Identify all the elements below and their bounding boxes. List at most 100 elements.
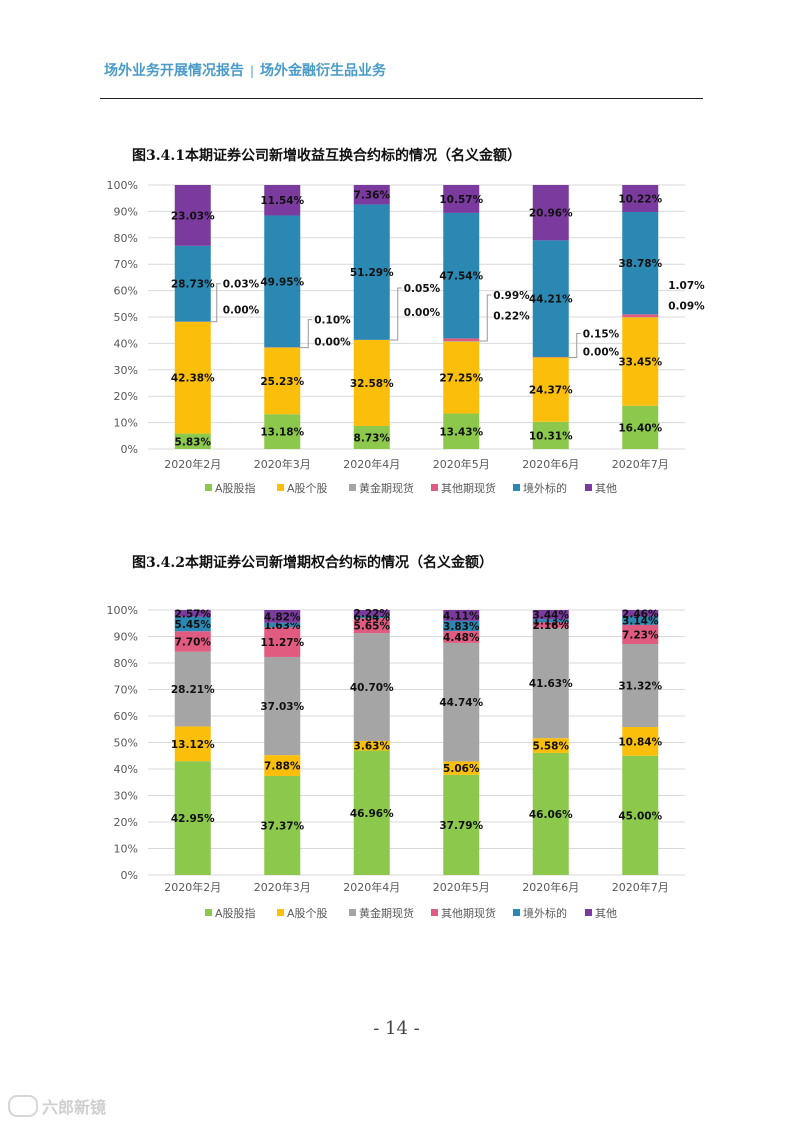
data-label: 25.23% (260, 376, 304, 388)
x-tick-label: 2020年6月 (522, 457, 579, 471)
x-tick-label: 2020年3月 (254, 880, 311, 894)
data-label: 10.31% (529, 430, 573, 442)
bar-segment (443, 774, 480, 875)
bar-segment (353, 615, 390, 619)
bar-segment (264, 347, 301, 415)
bar-segment (443, 620, 480, 632)
bar-segment (443, 610, 480, 621)
callout-label: 0.09% (668, 300, 705, 312)
bar-segment (532, 185, 569, 241)
legend-swatch (205, 909, 212, 916)
data-label: 2.16% (533, 620, 570, 632)
data-label: 5.45% (175, 619, 212, 631)
data-label: 46.06% (529, 809, 573, 821)
y-tick-label: 80% (114, 657, 138, 670)
bar-segment (174, 761, 211, 875)
y-tick-label: 20% (114, 816, 138, 829)
chart1-bars: 5.83% 42.38% 28.73% 23.03% 13.18% 25.23% 49.95… (171, 185, 663, 449)
data-label: 20.96% (529, 208, 573, 220)
header-separator: | (250, 64, 255, 78)
x-tick-label: 2020年4月 (343, 880, 400, 894)
data-label: 13.18% (260, 427, 304, 439)
legend-label: 境外标的 (523, 906, 567, 920)
x-tick-label: 2020年2月 (164, 880, 221, 894)
callout-leader (389, 287, 402, 341)
data-label: 3.44% (533, 610, 570, 622)
y-tick-label: 20% (114, 390, 138, 403)
data-label: 32.58% (350, 378, 394, 390)
y-tick-label: 60% (114, 285, 138, 298)
data-label: 46.96% (350, 808, 394, 820)
data-label: 3.63% (354, 741, 391, 753)
x-tick-label: 2020年6月 (522, 880, 579, 894)
watermark: 六郎新镜 (8, 1094, 106, 1118)
data-label: 27.25% (439, 373, 483, 385)
x-tick-label: 2020年7月 (612, 880, 669, 894)
bar-segment (353, 740, 390, 751)
bar-segment (174, 433, 211, 449)
bar-segment (622, 610, 659, 617)
data-label: 5.58% (533, 741, 570, 753)
y-tick-label: 70% (114, 258, 138, 271)
chart1-legend: A股股指 A股个股 黄金期现货 其他期现货 境外标的 其他 (205, 481, 617, 495)
bar-segment (174, 726, 211, 762)
data-label: 2.57% (175, 608, 212, 620)
legend-swatch (205, 484, 212, 491)
data-label: 42.38% (171, 373, 215, 385)
bar-segment (622, 624, 659, 645)
watermark-logo-icon (8, 1095, 38, 1117)
bar-segment (443, 212, 480, 339)
legend-label: 黄金期现货 (359, 906, 414, 920)
bar-segment (443, 642, 480, 762)
data-label: 10.84% (618, 736, 662, 748)
bar-segment (532, 619, 569, 623)
bar-segment (443, 631, 480, 643)
callout-label: 0.99% (493, 290, 530, 302)
bar-segment (443, 185, 480, 213)
legend-swatch (513, 484, 520, 491)
y-tick-label: 10% (114, 417, 138, 430)
bar-segment (264, 185, 301, 216)
data-label: 4.11% (443, 610, 480, 622)
data-label: 11.27% (260, 637, 304, 649)
data-label: 5.83% (175, 436, 212, 448)
y-tick-label: 10% (114, 843, 138, 856)
bar-segment (264, 414, 301, 449)
legend-swatch (585, 909, 592, 916)
callout-leader (210, 283, 221, 323)
legend-swatch (349, 484, 356, 491)
data-label: 7.88% (264, 761, 301, 773)
y-tick-label: 0% (121, 869, 138, 882)
bar-segment (264, 755, 301, 776)
bar-segment (622, 314, 659, 318)
legend-label: 其他 (595, 907, 617, 920)
y-tick-label: 100% (107, 179, 138, 192)
data-label: 40.70% (350, 682, 394, 694)
bar-segment (443, 761, 480, 775)
bar-segment (174, 651, 211, 727)
callout-leader (568, 332, 581, 358)
bar-segment (532, 357, 569, 422)
y-tick-label: 90% (114, 205, 138, 218)
header-right: 场外金融衍生品业务 (260, 63, 387, 79)
x-tick-label: 2020年2月 (164, 457, 221, 471)
bar-segment (622, 616, 659, 625)
legend-label: A股个股 (287, 907, 328, 920)
data-label: 8.73% (354, 432, 391, 444)
page-number: - 14 - (373, 1018, 420, 1039)
bar-segment (174, 616, 211, 632)
bar-segment (353, 185, 390, 205)
bar-segment (443, 338, 480, 342)
legend-swatch (277, 909, 284, 916)
data-label: 44.74% (439, 697, 483, 709)
header-left: 场外业务开展情况报告 (104, 63, 244, 79)
callout-label: 0.00% (223, 305, 260, 317)
data-label: 24.37% (529, 385, 573, 397)
data-label: 42.95% (171, 813, 215, 825)
bar-segment (443, 341, 480, 342)
bar-segment (532, 622, 569, 628)
x-tick-label: 2020年7月 (612, 457, 669, 471)
legend-swatch (585, 484, 592, 491)
y-tick-label: 80% (114, 232, 138, 245)
callout-label: 0.10% (314, 315, 351, 327)
